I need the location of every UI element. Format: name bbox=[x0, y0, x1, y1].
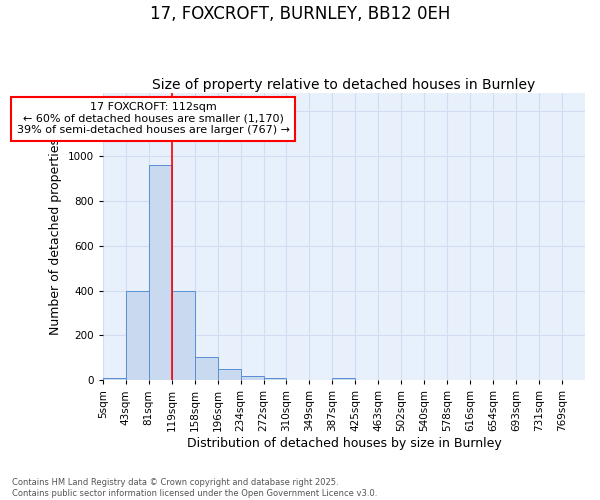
Bar bbox=[194, 356, 218, 380]
Bar bbox=[149, 165, 172, 380]
Text: 17 FOXCROFT: 112sqm
← 60% of detached houses are smaller (1,170)
39% of semi-det: 17 FOXCROFT: 112sqm ← 60% of detached ho… bbox=[17, 102, 290, 136]
Y-axis label: Number of detached properties: Number of detached properties bbox=[49, 138, 62, 335]
Title: Size of property relative to detached houses in Burnley: Size of property relative to detached ho… bbox=[152, 78, 536, 92]
Bar bbox=[332, 378, 355, 380]
Bar bbox=[103, 378, 126, 380]
Bar bbox=[263, 378, 286, 380]
X-axis label: Distribution of detached houses by size in Burnley: Distribution of detached houses by size … bbox=[187, 437, 501, 450]
Bar bbox=[126, 290, 149, 380]
Bar bbox=[172, 290, 194, 380]
Bar bbox=[218, 369, 241, 380]
Text: 17, FOXCROFT, BURNLEY, BB12 0EH: 17, FOXCROFT, BURNLEY, BB12 0EH bbox=[150, 5, 450, 23]
Text: Contains HM Land Registry data © Crown copyright and database right 2025.
Contai: Contains HM Land Registry data © Crown c… bbox=[12, 478, 377, 498]
Bar bbox=[241, 376, 263, 380]
